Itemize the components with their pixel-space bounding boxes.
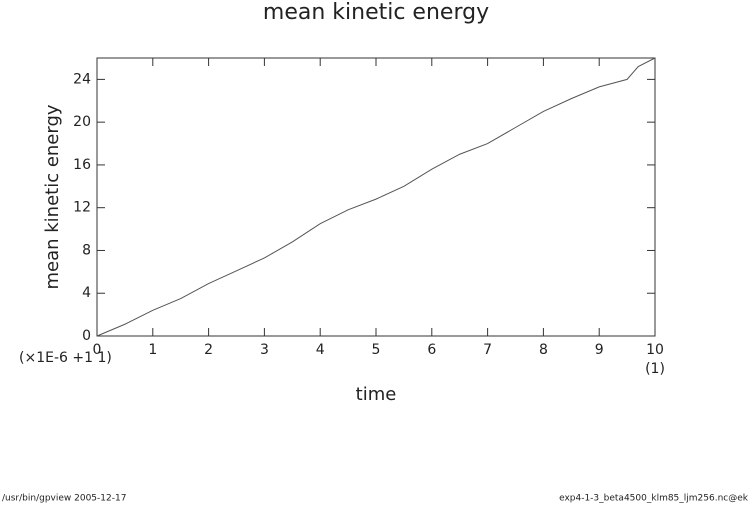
y-tick-label: 12: [73, 200, 91, 216]
y-tick-label: 16: [73, 157, 91, 173]
footer-left: /usr/bin/gpview 2005-12-17: [2, 494, 126, 504]
x-tick-label: 8: [539, 342, 548, 358]
data-line: [96, 57, 656, 337]
footer-right: exp4-1-3_beta4500_klm85_ljm256.nc@ek: [559, 494, 749, 504]
y-tick-label: 0: [82, 328, 91, 344]
y-tick-label: 24: [73, 71, 91, 87]
x-tick-label: 4: [316, 342, 325, 358]
x-tick-label: 9: [595, 342, 604, 358]
x-tick-label: 7: [483, 342, 492, 358]
x-tick-label: 10: [646, 342, 664, 358]
x-tick-label: 1: [148, 342, 157, 358]
y-tick-label: 4: [82, 285, 91, 301]
x-tick-label: 0: [93, 342, 102, 358]
chart-title: mean kinetic energy: [263, 0, 489, 25]
x-tick-label: 3: [260, 342, 269, 358]
y-axis-label: mean kinetic energy: [42, 104, 63, 289]
x-tick-label: 2: [204, 342, 213, 358]
x-scale-note: (×1E-6 +1 1): [19, 350, 112, 366]
x-axis-label: time: [356, 384, 397, 405]
y-tick-label: 20: [73, 114, 91, 130]
y-tick-label: 8: [82, 242, 91, 258]
plot-frame: [96, 57, 656, 337]
x-tick-label: 6: [427, 342, 436, 358]
x-tick-label: 5: [372, 342, 381, 358]
x-unit: (1): [645, 361, 665, 377]
